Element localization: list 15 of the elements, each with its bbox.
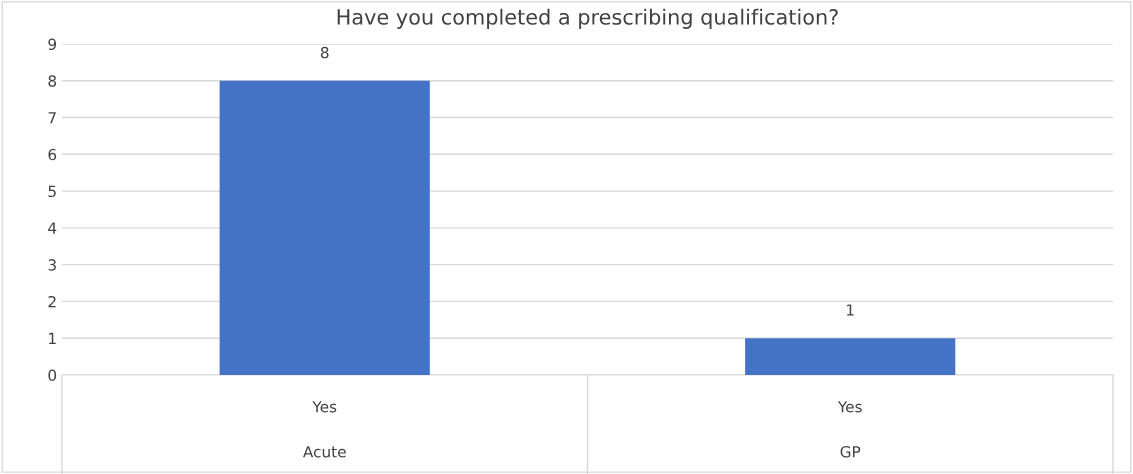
- y-tick-label: 4: [48, 222, 57, 234]
- y-tick-label: 6: [48, 148, 57, 161]
- y-tick-label: 1: [49, 332, 56, 345]
- y-tick-label: 5: [48, 185, 56, 198]
- y-tick-label: 8: [48, 75, 57, 87]
- y-tick-label: 7: [48, 112, 56, 124]
- data-label: 8: [320, 46, 329, 59]
- y-tick-label: 9: [48, 38, 57, 51]
- y-tick-label: 0: [48, 369, 57, 381]
- category-label: Yes GP: [837, 401, 862, 458]
- y-tick-label: 2: [48, 295, 56, 308]
- chart-title: Have you completed a prescribing qualification?: [337, 8, 838, 29]
- data-label: 1: [847, 304, 854, 316]
- category-label: Yes Acute: [303, 401, 346, 458]
- y-tick-label: 3: [48, 259, 56, 271]
